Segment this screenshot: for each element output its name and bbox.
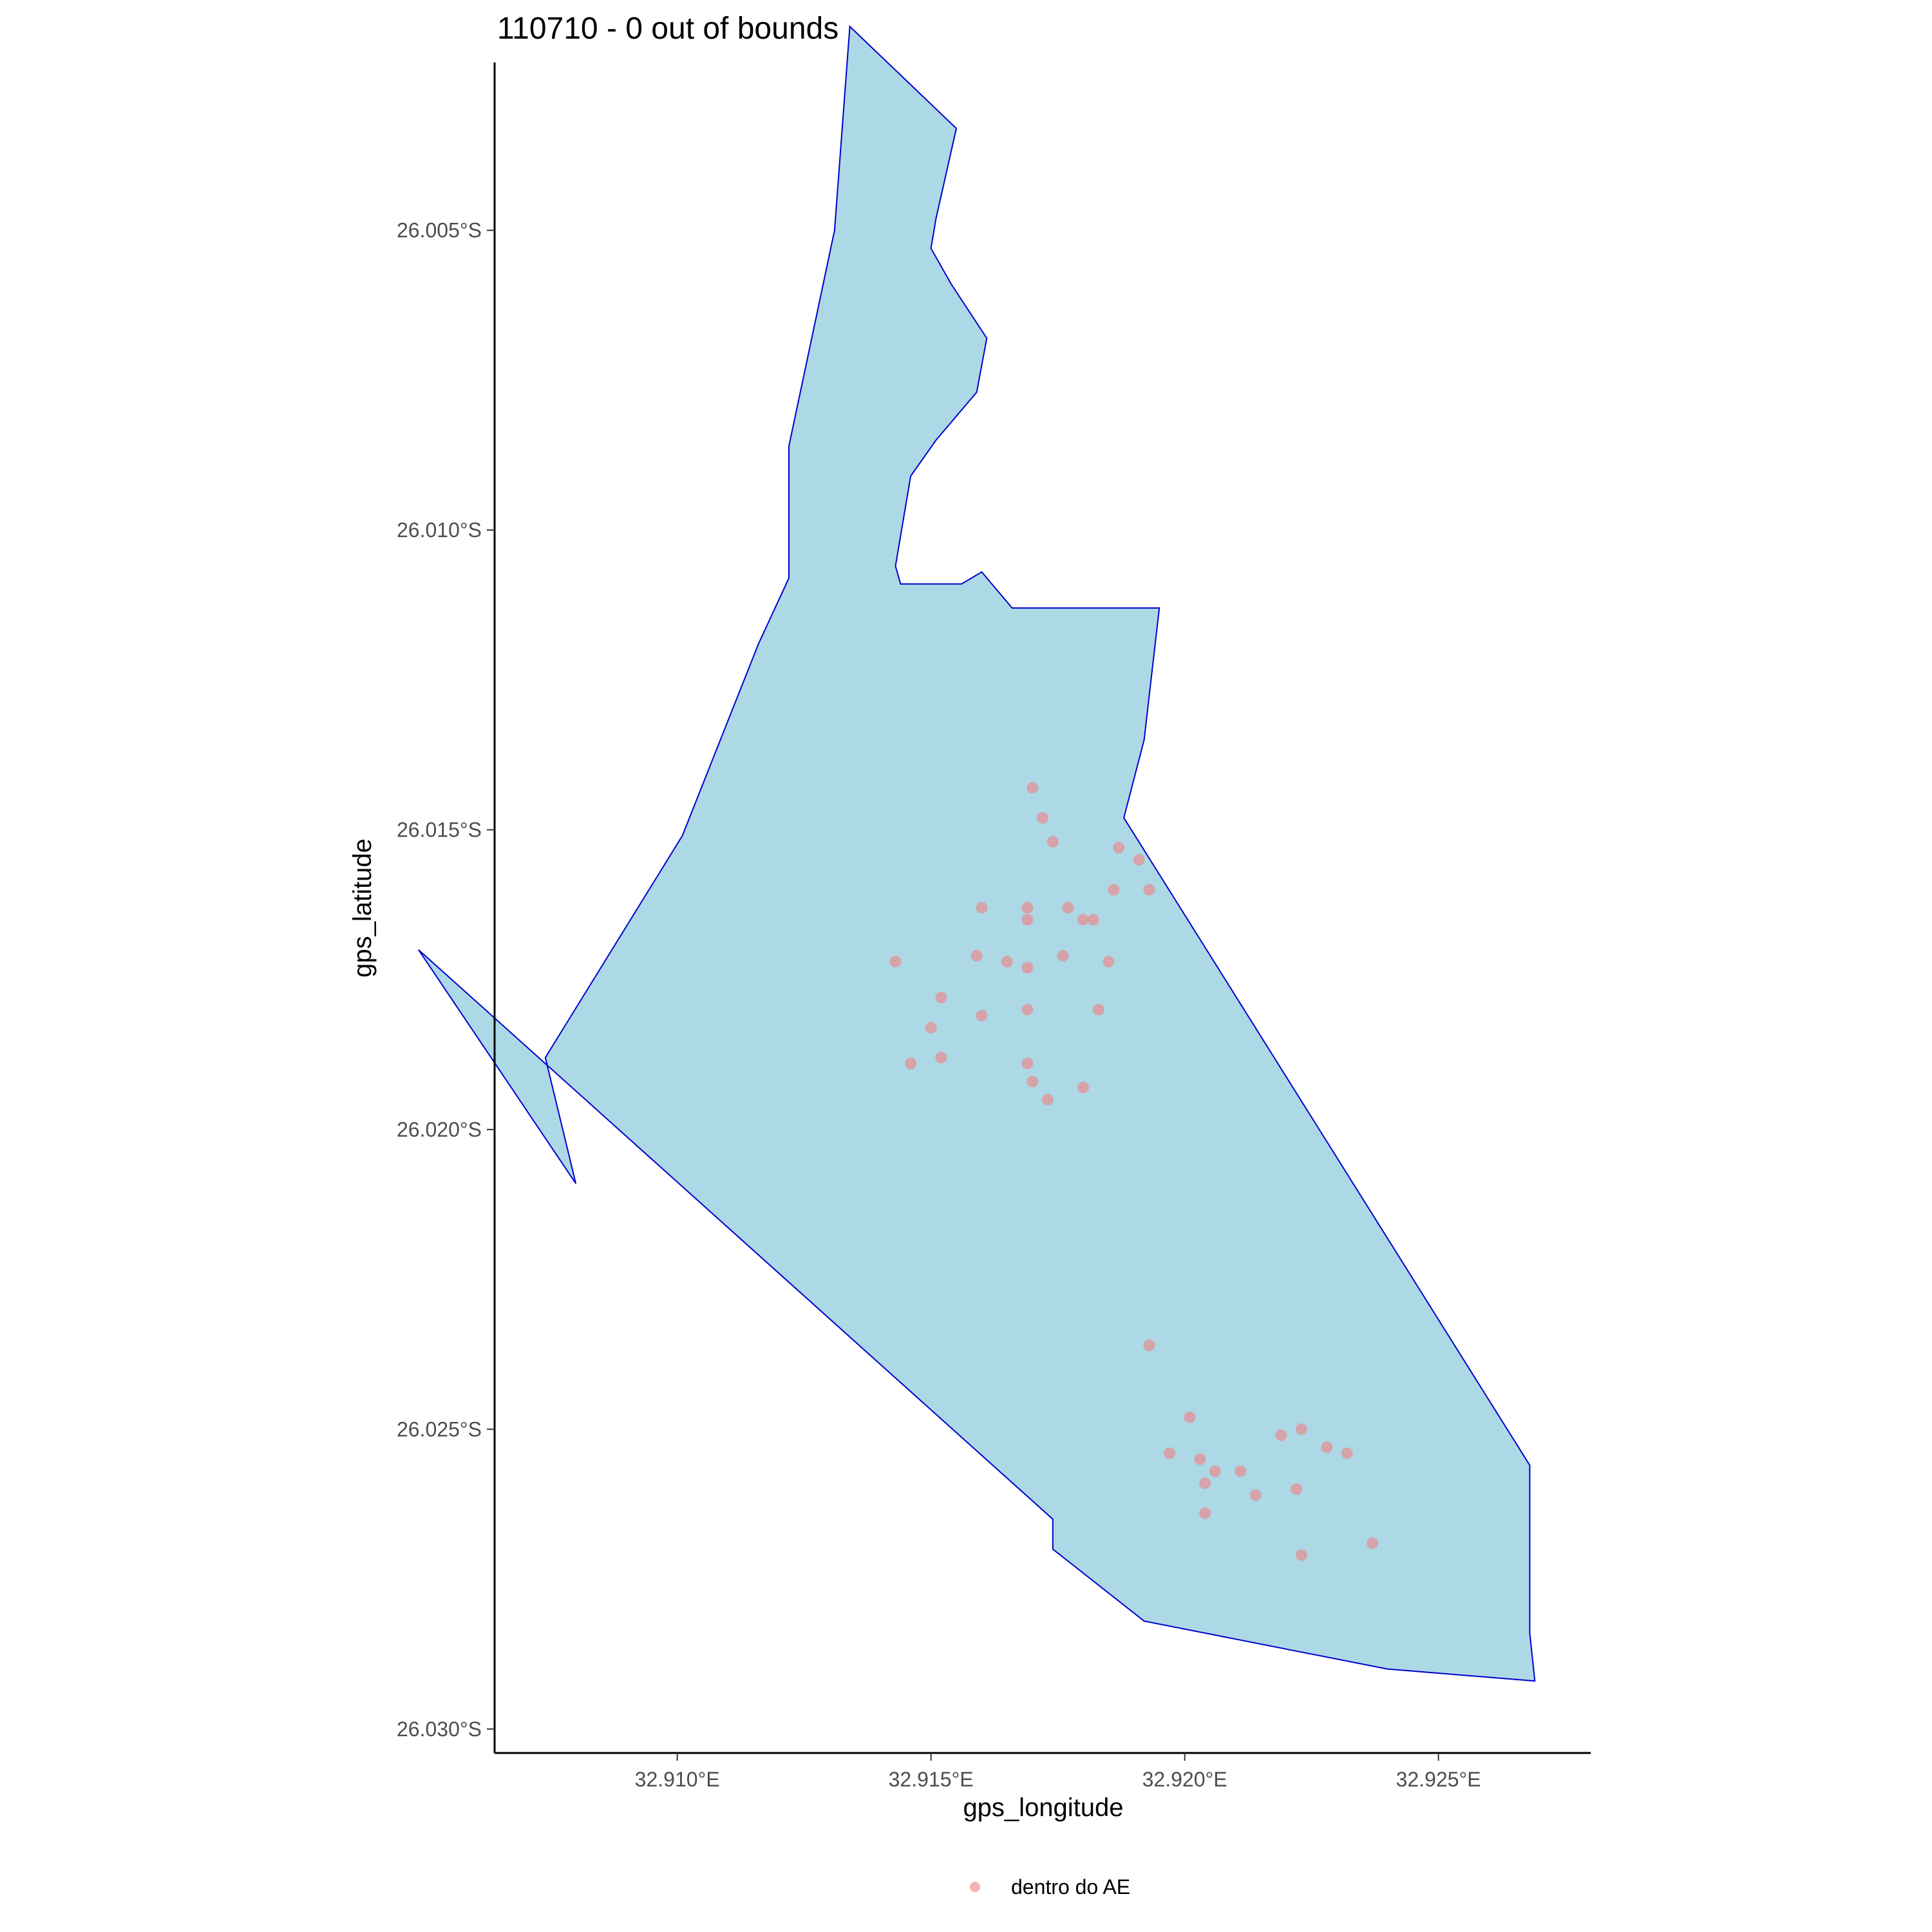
data-point: [976, 1010, 988, 1022]
data-point: [1077, 1081, 1089, 1094]
data-point: [1077, 914, 1089, 926]
data-point: [1209, 1465, 1221, 1477]
x-axis-title: gps_longitude: [963, 1794, 1123, 1822]
data-point: [976, 902, 988, 914]
area-polygon: [417, 24, 1536, 1682]
area-polygon-layer: [417, 24, 1536, 1682]
data-point: [1341, 1447, 1353, 1459]
data-point: [1057, 950, 1069, 961]
data-point: [935, 1052, 947, 1064]
y-tick-label: 26.010°S: [397, 518, 482, 542]
x-ticks: 32.910°E 32.915°E 32.920°E 32.925°E: [635, 1753, 1481, 1791]
data-point: [1194, 1453, 1206, 1465]
y-tick-label: 26.030°S: [397, 1718, 482, 1741]
data-point: [1021, 1057, 1034, 1070]
y-tick-label: 26.015°S: [397, 818, 482, 841]
legend-key-dentro-do-ae: [970, 1882, 980, 1892]
data-point: [1295, 1549, 1307, 1561]
chart-title: 110710 - 0 out of bounds: [497, 12, 838, 46]
y-tick-label: 26.025°S: [397, 1417, 482, 1441]
data-point: [1143, 884, 1155, 896]
y-axis-title: gps_latitude: [348, 838, 377, 978]
data-point: [1291, 1483, 1302, 1495]
data-point: [1027, 782, 1039, 794]
y-tick-label: 26.005°S: [397, 219, 482, 242]
data-point: [905, 1057, 917, 1070]
data-point: [1199, 1477, 1211, 1490]
legend: dentro do AE: [970, 1875, 1130, 1899]
data-point: [1103, 956, 1115, 968]
data-point: [1021, 961, 1034, 974]
y-ticks: 26.005°S 26.010°S 26.015°S 26.020°S 26.025°S…: [397, 219, 495, 1741]
data-point: [1021, 1003, 1034, 1016]
legend-label-dentro-do-ae: dentro do AE: [1011, 1875, 1130, 1899]
data-point: [1143, 1340, 1155, 1351]
data-point: [925, 1021, 937, 1034]
points-layer: [889, 782, 1379, 1561]
data-point: [935, 992, 947, 1004]
data-point: [1041, 1094, 1054, 1106]
data-point: [1087, 914, 1099, 926]
data-point: [889, 956, 902, 968]
data-point: [1164, 1447, 1175, 1459]
data-point: [1133, 854, 1145, 866]
data-point: [1235, 1465, 1247, 1477]
data-point: [1108, 884, 1120, 896]
y-tick-label: 26.020°S: [397, 1118, 482, 1141]
data-point: [1113, 842, 1125, 854]
x-tick-label: 32.910°E: [635, 1768, 720, 1791]
data-point: [1027, 1075, 1039, 1088]
data-point: [1092, 1003, 1104, 1016]
x-tick-label: 32.920°E: [1142, 1768, 1227, 1791]
data-point: [1021, 902, 1034, 914]
data-point: [1321, 1441, 1333, 1454]
data-point: [1199, 1507, 1211, 1519]
data-point: [1062, 902, 1074, 914]
data-point: [1367, 1537, 1379, 1549]
data-point: [1046, 836, 1059, 848]
data-point: [1037, 811, 1048, 824]
data-point: [1249, 1489, 1262, 1501]
data-point: [1275, 1429, 1287, 1441]
x-tick-label: 32.925°E: [1396, 1768, 1481, 1791]
data-point: [1001, 956, 1013, 968]
x-tick-label: 32.915°E: [889, 1768, 974, 1791]
data-point: [1021, 914, 1034, 926]
data-point: [1295, 1423, 1307, 1435]
data-point: [1184, 1411, 1196, 1423]
data-point: [971, 950, 983, 961]
